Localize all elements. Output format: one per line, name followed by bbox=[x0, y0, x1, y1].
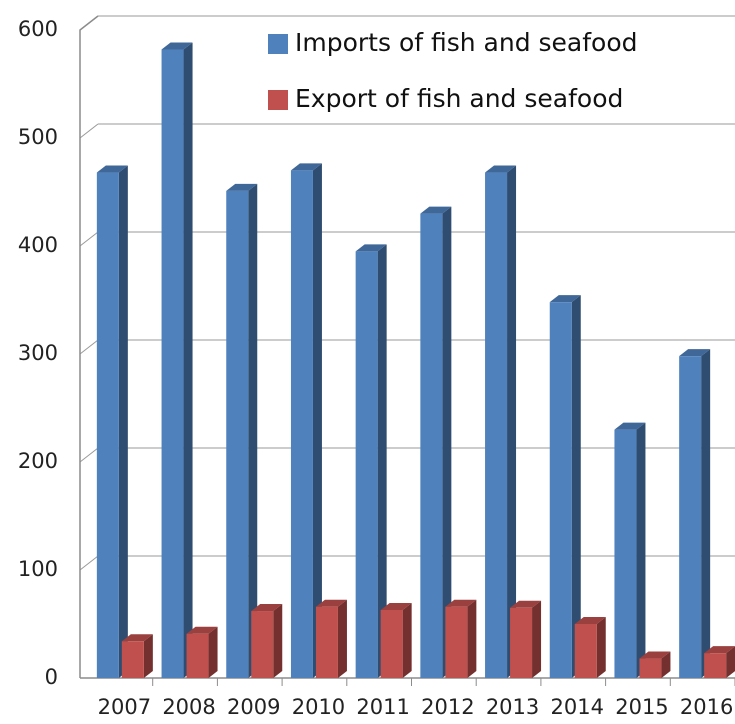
x-tick-label: 2008 bbox=[162, 695, 215, 719]
bar-exports-2007 bbox=[121, 634, 153, 678]
x-tick-label: 2012 bbox=[421, 695, 474, 719]
bar-exports-2008 bbox=[186, 626, 218, 678]
y-tick-label: 400 bbox=[18, 233, 58, 257]
legend-swatch-exports bbox=[268, 90, 288, 110]
x-tick-label: 2007 bbox=[98, 695, 151, 719]
y-axis-wall bbox=[79, 15, 99, 678]
grid-line-diag-3 bbox=[79, 339, 99, 355]
grid-line-diag-4 bbox=[79, 231, 99, 247]
bar-imports-2014 bbox=[549, 295, 581, 678]
bar-exports-2009 bbox=[251, 604, 283, 678]
x-tick-label: 2015 bbox=[615, 695, 668, 719]
legend-label-exports: Export of fish and seafood bbox=[295, 84, 623, 113]
bars bbox=[96, 42, 735, 679]
bar-imports-2008 bbox=[161, 42, 193, 678]
bar-imports-2016 bbox=[679, 349, 711, 678]
y-tick-label: 100 bbox=[18, 557, 58, 581]
legend: Imports of fish and seafood Export of fi… bbox=[268, 28, 638, 113]
grid-line-diag-1 bbox=[79, 555, 99, 571]
bar-imports-2007 bbox=[96, 165, 128, 678]
x-tick-label: 2010 bbox=[292, 695, 345, 719]
y-tick-label: 300 bbox=[18, 341, 58, 365]
x-tick-label: 2009 bbox=[227, 695, 280, 719]
x-tick-label: 2011 bbox=[356, 695, 409, 719]
bar-imports-2013 bbox=[485, 165, 517, 678]
bar-imports-2009 bbox=[226, 183, 258, 679]
bar-exports-2010 bbox=[315, 599, 347, 678]
y-tick-label: 0 bbox=[45, 665, 58, 689]
bar-exports-2014 bbox=[574, 617, 606, 678]
y-tick-labels: 0 100 200 300 400 500 600 bbox=[18, 17, 58, 689]
bar-imports-2012 bbox=[420, 206, 452, 678]
bar-imports-2010 bbox=[290, 163, 322, 678]
x-tick-label: 2013 bbox=[486, 695, 539, 719]
bar-exports-2016 bbox=[704, 646, 735, 678]
bar-exports-2011 bbox=[380, 602, 412, 678]
y-tick-label: 200 bbox=[18, 449, 58, 473]
legend-label-imports: Imports of fish and seafood bbox=[295, 28, 638, 57]
bar-exports-2012 bbox=[445, 599, 477, 678]
y-tick-label: 600 bbox=[18, 17, 58, 41]
grid-line-diag-2 bbox=[79, 447, 99, 463]
x-tick-label: 2014 bbox=[551, 695, 604, 719]
bar-exports-2013 bbox=[510, 600, 542, 678]
grid-line-diag-5 bbox=[79, 123, 99, 139]
bar-exports-2015 bbox=[639, 651, 671, 678]
y-tick-label: 500 bbox=[18, 125, 58, 149]
bar-imports-2011 bbox=[355, 244, 387, 678]
legend-swatch-imports bbox=[268, 34, 288, 54]
x-tick-label: 2016 bbox=[680, 695, 733, 719]
bar-imports-2015 bbox=[614, 422, 646, 678]
x-tick-labels: 2007 2008 2009 2010 2011 2012 2013 2014 2015 2016 bbox=[98, 678, 735, 719]
